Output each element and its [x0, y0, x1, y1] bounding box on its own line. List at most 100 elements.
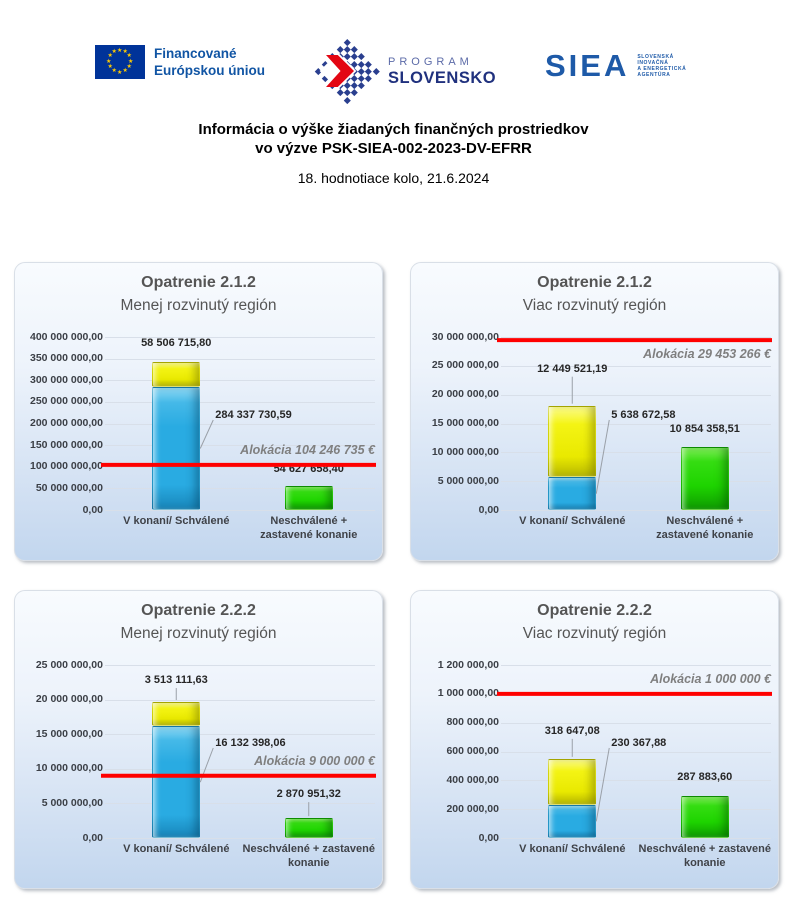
gridline: [105, 358, 375, 360]
mosaic-diamond-icon: [343, 82, 351, 89]
gridline: [105, 466, 375, 468]
category-label-line: V konaní/ Schválené: [123, 843, 230, 855]
y-axis-tick-label: 350 000 000,00: [30, 352, 103, 365]
chart-panel-opatrenie-222-viac: Opatrenie 2.2.2 Viac rozvinutý región 1 20…: [410, 590, 779, 889]
siea-subtitle-line: AGENTÚRA: [637, 72, 671, 78]
gridline: [105, 423, 375, 425]
page-title-line2: vo výzve PSK-SIEA-002-2023-DV-EFRR: [255, 140, 532, 157]
page-subtitle: 18. hodnotiace kolo, 21.6.2024: [297, 170, 490, 186]
category-label-line: V konaní/ Schválené: [519, 843, 626, 855]
mosaic-diamond-icon: [350, 82, 358, 89]
eu-star-icon: ★: [107, 64, 113, 70]
category-label-line: V konaní/ Schválené: [123, 515, 230, 527]
y-axis-tick-label: 0,00: [478, 831, 499, 844]
chart-panel-opatrenie-222-menej: Opatrenie 2.2.2 Menej rozvinutý región 25 …: [14, 590, 383, 889]
category-label: V konaní/ Schválené: [101, 842, 251, 856]
gridline: [501, 423, 771, 425]
siea-subtitle-line: A ENERGETICKÁ: [637, 66, 687, 72]
gridline: [105, 838, 375, 839]
gridline: [501, 838, 771, 839]
y-axis-tick-label: 100 000 000,00: [30, 460, 103, 473]
category-label: Neschválené + zastavené konanie: [621, 842, 787, 870]
gridline: [501, 394, 771, 396]
category-label-line: zastavené konanie: [260, 529, 358, 541]
gridline: [501, 481, 771, 483]
eu-logo-text-line2: Európskou úniou: [154, 63, 265, 78]
gridline: [105, 401, 375, 403]
y-axis-tick-label: 400 000,00: [446, 773, 499, 786]
mosaic-diamond-icon: [358, 67, 365, 75]
category-label-line: konanie: [683, 857, 726, 869]
eu-flag-icon: ★ ★ ★ ★ ★ ★ ★ ★ ★ ★ ★ ★: [95, 45, 145, 79]
gridline: [105, 445, 375, 447]
gridline: [501, 452, 771, 454]
allocation-label: Alokácia 104 246 735 €: [240, 442, 375, 457]
siea-subtitle-line: INOVAČNÁ: [637, 60, 669, 66]
y-axis-tick-label: 30 000 000,00: [431, 330, 499, 343]
eu-logo-text-line1: Financované: [154, 46, 237, 61]
allocation-label: Alokácia 9 000 000 €: [254, 753, 375, 768]
y-axis-tick-label: 800 000,00: [446, 716, 499, 729]
y-axis-tick-label: 0,00: [82, 831, 103, 844]
eu-star-icon: ★: [122, 48, 128, 55]
blue-value-callout-label: 230 367,88: [611, 737, 667, 749]
green-bar-label: 287 883,60: [677, 771, 733, 784]
category-label-line: Neschválené + zastavené: [638, 843, 771, 855]
category-label-line: Neschválené +: [666, 515, 744, 527]
stacked-bar-total-label: 12 449 521,19: [537, 362, 608, 375]
mosaic-diamond-icon: [365, 67, 372, 75]
y-axis-tick-label: 5 000 000,00: [41, 796, 103, 809]
eu-star-icon: ★: [117, 69, 123, 76]
chart-subtitle: Menej rozvinutý región: [120, 625, 277, 642]
gridline: [501, 780, 771, 782]
category-label-line: zastavené konanie: [656, 529, 754, 541]
program-slovensko-mosaic-icon: [314, 38, 380, 104]
page-title-line1: Informácia o výške žiadaných finančných …: [198, 121, 589, 138]
gridline: [105, 699, 375, 701]
bar-segment-blue: [152, 387, 201, 510]
category-label-line: Neschválené + zastavené: [242, 843, 375, 855]
gridline: [105, 337, 375, 338]
chart-title: Opatrenie 2.2.2: [141, 602, 256, 619]
program-slovensko-text: PROGRAM SLOVENSKO: [388, 56, 496, 88]
category-label-line: V konaní/ Schválené: [519, 515, 626, 527]
bar-segment-blue: [152, 726, 201, 838]
eu-star-icon: ★: [126, 64, 132, 70]
bar-segment-yellow: [548, 405, 597, 478]
program-slovensko-logo: PROGRAM SLOVENSKO: [314, 38, 496, 104]
bar-segment-yellow: [548, 758, 597, 805]
y-axis-tick-label: 10 000 000,00: [431, 445, 499, 458]
gridline: [501, 809, 771, 811]
chart-subtitle: Viac rozvinutý región: [522, 297, 667, 314]
blue-value-callout-label: 16 132 398,06: [215, 737, 286, 749]
bar-green: [680, 447, 729, 510]
chart-subtitle: Menej rozvinutý región: [120, 297, 277, 314]
y-axis-tick-label: 15 000 000,00: [35, 727, 103, 740]
gridline: [501, 693, 771, 695]
gridline: [105, 734, 375, 736]
gridline: [501, 365, 771, 367]
gridline: [501, 510, 771, 511]
gridline: [105, 510, 375, 511]
y-axis-tick-label: 25 000 000,00: [35, 658, 103, 671]
bar-segment-yellow: [152, 361, 201, 388]
callout-leader-line: [595, 747, 610, 822]
gridline: [105, 803, 375, 805]
category-label: V konaní/ Schválené: [101, 514, 251, 528]
mosaic-diamond-icon: [343, 38, 351, 46]
y-axis-tick-label: 20 000 000,00: [431, 388, 499, 401]
mosaic-diamond-icon: [358, 74, 365, 82]
eu-star-icon: ★: [106, 58, 112, 65]
y-axis-tick-label: 20 000 000,00: [35, 693, 103, 706]
eu-star-icon: ★: [111, 68, 117, 75]
green-bar-label: 2 870 951,32: [276, 788, 341, 801]
y-axis-tick-label: 15 000 000,00: [431, 417, 499, 429]
y-axis-tick-label: 250 000 000,00: [30, 395, 103, 408]
category-label: Neschválené + zastavené konanie: [621, 514, 787, 542]
y-axis-tick-label: 0,00: [82, 503, 103, 516]
stacked-bar-total-label: 318 647,08: [544, 724, 600, 737]
y-axis-tick-label: 1 200 000,00: [437, 658, 499, 671]
eu-star-icon: ★: [107, 53, 113, 59]
eu-star-icon: ★: [111, 48, 117, 55]
y-axis-tick-label: 25 000 000,00: [431, 359, 499, 372]
